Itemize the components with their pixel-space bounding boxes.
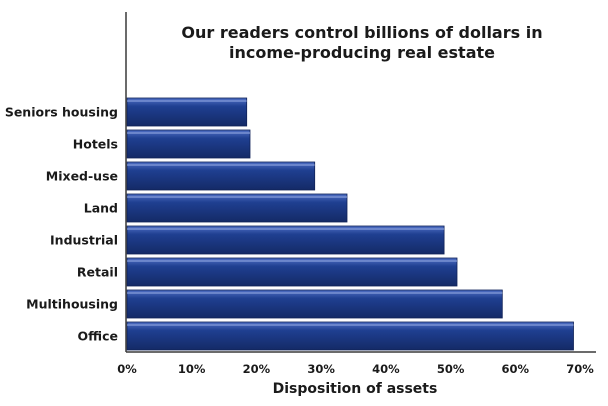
category-label: Retail bbox=[77, 265, 118, 280]
category-label: Office bbox=[78, 329, 118, 344]
x-tick-labels: 0% 10% 20% 30% 40% 50% 60% 70% bbox=[117, 362, 594, 376]
bar-seniors-housing bbox=[126, 97, 248, 127]
x-tick-label: 20% bbox=[243, 362, 271, 376]
bars-layer bbox=[126, 97, 574, 351]
bar-highlight bbox=[127, 260, 457, 262]
bar-hotels bbox=[126, 129, 251, 159]
bar-highlight bbox=[127, 132, 250, 134]
bar-multihousing bbox=[126, 289, 503, 319]
category-label: Land bbox=[84, 201, 118, 216]
bar-mixed-use bbox=[126, 161, 316, 191]
bar-land bbox=[126, 193, 348, 223]
chart-title-line-1: Our readers control billions of dollars … bbox=[181, 23, 542, 42]
x-tick-label: 10% bbox=[178, 362, 206, 376]
category-label: Hotels bbox=[73, 137, 118, 152]
bar-highlight bbox=[127, 292, 503, 294]
x-tick-label: 70% bbox=[566, 362, 594, 376]
category-label: Multihousing bbox=[26, 297, 118, 312]
x-axis-title: Disposition of assets bbox=[273, 381, 438, 397]
chart-title-line-2: income-producing real estate bbox=[229, 43, 495, 62]
category-label: Mixed-use bbox=[46, 169, 118, 184]
bar-highlight bbox=[127, 228, 445, 230]
x-tick-label: 0% bbox=[117, 362, 137, 376]
bar-office bbox=[126, 321, 574, 351]
x-tick-label: 60% bbox=[502, 362, 530, 376]
bar-highlight bbox=[127, 164, 315, 166]
category-label: Industrial bbox=[50, 233, 118, 248]
bar-retail bbox=[126, 257, 458, 287]
bar-industrial bbox=[126, 225, 445, 255]
x-tick-label: 30% bbox=[307, 362, 335, 376]
category-labels: Seniors housing Hotels Mixed-use Land Indust… bbox=[5, 105, 118, 344]
bar-highlight bbox=[127, 196, 347, 198]
bar-highlight bbox=[127, 324, 574, 326]
x-tick-label: 50% bbox=[437, 362, 465, 376]
x-tick-label: 40% bbox=[372, 362, 400, 376]
bar-highlight bbox=[127, 100, 247, 102]
category-label: Seniors housing bbox=[5, 105, 118, 120]
chart-title: Our readers control billions of dollars … bbox=[181, 23, 542, 62]
